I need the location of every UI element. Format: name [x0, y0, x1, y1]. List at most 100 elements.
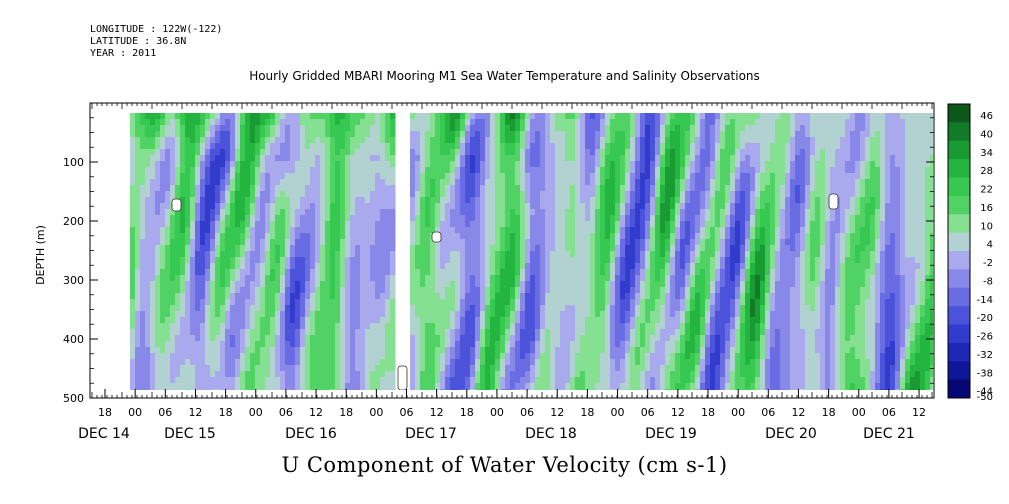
- field-cell: [615, 251, 621, 258]
- field-cell: [410, 113, 416, 120]
- field-cell: [265, 143, 271, 150]
- field-cell: [440, 299, 446, 306]
- field-cell: [165, 329, 171, 336]
- field-cell: [580, 149, 586, 156]
- field-cell: [310, 317, 316, 324]
- field-cell: [585, 155, 591, 162]
- field-cell: [360, 179, 366, 186]
- field-cell: [295, 161, 301, 168]
- field-cell: [490, 191, 496, 198]
- field-cell: [665, 245, 671, 252]
- field-cell: [660, 389, 666, 390]
- field-cell: [225, 293, 231, 300]
- field-cell: [140, 131, 146, 138]
- field-cell: [510, 257, 516, 264]
- field-cell: [235, 269, 241, 276]
- field-cell: [430, 317, 436, 324]
- field-cell: [525, 227, 531, 234]
- field-cell: [355, 389, 361, 390]
- field-cell: [450, 341, 456, 348]
- field-cell: [550, 119, 556, 126]
- field-cell: [640, 203, 646, 210]
- field-cell: [590, 125, 596, 132]
- field-cell: [340, 143, 346, 150]
- field-cell: [665, 269, 671, 276]
- field-cell: [260, 221, 266, 228]
- field-cell: [530, 137, 536, 144]
- field-cell: [615, 383, 621, 390]
- field-cell: [330, 191, 336, 198]
- field-cell: [500, 347, 506, 354]
- field-cell: [530, 323, 536, 330]
- field-cell: [365, 239, 371, 246]
- field-cell: [480, 389, 486, 390]
- field-cell: [200, 287, 206, 294]
- field-cell: [230, 137, 236, 144]
- field-cell: [270, 323, 276, 330]
- field-cell: [320, 119, 326, 126]
- field-cell: [140, 269, 146, 276]
- field-cell: [355, 377, 361, 384]
- field-cell: [260, 167, 266, 174]
- field-cell: [450, 299, 456, 306]
- field-cell: [415, 113, 421, 120]
- field-cell: [505, 113, 511, 120]
- field-cell: [430, 179, 436, 186]
- field-cell: [240, 347, 246, 354]
- field-cell: [505, 323, 511, 330]
- field-cell: [385, 341, 391, 348]
- field-cell: [305, 119, 311, 126]
- field-cell: [595, 131, 601, 138]
- field-cell: [360, 305, 366, 312]
- field-cell: [650, 125, 656, 132]
- field-cell: [490, 125, 496, 132]
- field-cell: [510, 209, 516, 216]
- field-cell: [140, 173, 146, 180]
- field-cell: [430, 197, 436, 204]
- field-cell: [215, 245, 221, 252]
- field-cell: [135, 191, 141, 198]
- field-cell: [270, 239, 276, 246]
- field-cell: [275, 179, 281, 186]
- field-cell: [470, 293, 476, 300]
- field-cell: [515, 155, 521, 162]
- field-cell: [560, 233, 566, 240]
- field-cell: [455, 143, 461, 150]
- field-cell: [145, 119, 151, 126]
- field-cell: [665, 305, 671, 312]
- field-cell: [425, 227, 431, 234]
- field-cell: [155, 251, 161, 258]
- field-cell: [510, 227, 516, 234]
- field-cell: [140, 347, 146, 354]
- field-cell: [235, 371, 241, 378]
- field-cell: [345, 251, 351, 258]
- field-cell: [635, 203, 641, 210]
- field-cell: [220, 173, 226, 180]
- field-cell: [235, 179, 241, 186]
- field-cell: [150, 341, 156, 348]
- field-cell: [360, 359, 366, 366]
- field-cell: [245, 245, 251, 252]
- field-cell: [320, 245, 326, 252]
- field-cell: [145, 341, 151, 348]
- field-cell: [375, 125, 381, 132]
- field-cell: [300, 311, 306, 318]
- field-cell: [650, 203, 656, 210]
- field-cell: [525, 251, 531, 258]
- field-cell: [625, 263, 631, 270]
- field-cell: [440, 155, 446, 162]
- field-cell: [285, 125, 291, 132]
- field-cell: [470, 137, 476, 144]
- field-cell: [135, 113, 141, 120]
- field-cell: [280, 167, 286, 174]
- field-cell: [340, 359, 346, 366]
- field-cell: [450, 203, 456, 210]
- field-cell: [310, 269, 316, 276]
- field-cell: [310, 341, 316, 348]
- field-cell: [485, 251, 491, 258]
- field-cell: [495, 191, 501, 198]
- field-cell: [460, 137, 466, 144]
- field-cell: [425, 239, 431, 246]
- field-cell: [615, 263, 621, 270]
- field-cell: [245, 197, 251, 204]
